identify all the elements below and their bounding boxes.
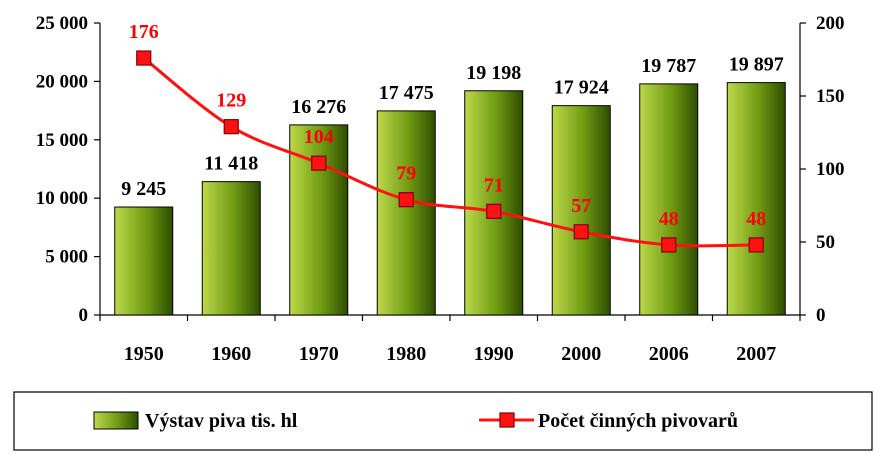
x-tick-label: 2007	[736, 343, 776, 365]
y-right-tick-label: 100	[816, 159, 845, 180]
line-value-label: 71	[484, 174, 504, 196]
bar-value-label: 19 897	[729, 54, 784, 76]
line-value-label: 129	[216, 90, 246, 112]
legend-frame	[13, 391, 873, 451]
bar	[289, 124, 349, 316]
bar-value-label: 16 276	[291, 96, 346, 118]
bar-value-label: 17 924	[554, 77, 609, 99]
line-value-label: 57	[571, 195, 591, 217]
y-left-tick-label: 10 000	[36, 188, 88, 209]
bar-value-label: 9 245	[121, 178, 166, 200]
bar-series	[114, 82, 786, 316]
legend-bar-label: Výstav piva tis. hl	[145, 410, 298, 432]
bar	[639, 83, 699, 316]
line-marker	[573, 224, 589, 240]
y-left-tick-label: 15 000	[36, 130, 88, 151]
line-marker	[398, 192, 414, 208]
legend-line-marker	[499, 412, 515, 428]
y-left-tick-label: 0	[79, 305, 89, 326]
bar	[464, 90, 524, 316]
bar-value-label: 17 475	[379, 82, 434, 104]
y-right-tick-label: 200	[816, 13, 845, 34]
line-value-label: 104	[304, 126, 334, 148]
line-marker	[311, 155, 327, 171]
x-tick-label: 2006	[649, 343, 689, 365]
bar	[376, 110, 436, 316]
line-value-label: 79	[396, 163, 416, 185]
line-marker	[661, 237, 677, 253]
bar	[201, 181, 261, 316]
legend: Výstav piva tis. hl Počet činných pivova…	[13, 391, 873, 451]
bar-value-label: 19 198	[466, 62, 521, 84]
line-marker	[136, 50, 152, 66]
line-marker	[486, 203, 502, 219]
x-tick-label: 1970	[299, 343, 339, 365]
x-tick-label: 1950	[124, 343, 164, 365]
line-value-label: 48	[659, 208, 679, 230]
x-tick-label: 1990	[474, 343, 514, 365]
y-left-tick-label: 25 000	[36, 13, 88, 34]
bar	[726, 82, 786, 316]
bar	[551, 105, 611, 316]
line-marker	[223, 119, 239, 135]
x-tick-label: 1960	[211, 343, 251, 365]
y-right-tick-label: 50	[816, 232, 835, 253]
y-left-tick-label: 20 000	[36, 71, 88, 92]
bar-value-label: 19 787	[641, 55, 696, 77]
y-right-tick-label: 150	[816, 86, 845, 107]
line-value-labels: 176 129 104 79 71 57 48 48	[129, 21, 767, 230]
x-tick-label: 2000	[561, 343, 601, 365]
line-value-label: 176	[129, 21, 159, 43]
legend-bar-swatch	[93, 411, 139, 430]
x-tick-label: 1980	[386, 343, 426, 365]
bar-value-label: 11 418	[204, 153, 258, 175]
y-right-tick-label: 0	[816, 305, 826, 326]
axes: 0 5 000 10 000 15 000 20 000 25 000 0 50 100 150 2…	[36, 13, 845, 365]
legend-line-label: Počet činných pivovarů	[538, 410, 738, 432]
line-marker	[748, 237, 764, 253]
bar-value-labels: 9 245 11 418 16 276 17 475 19 198 17 924 19 78…	[121, 54, 784, 200]
line-value-label: 48	[746, 208, 766, 230]
bar	[114, 206, 174, 316]
y-left-tick-label: 5 000	[45, 247, 88, 268]
line-series	[136, 50, 764, 253]
